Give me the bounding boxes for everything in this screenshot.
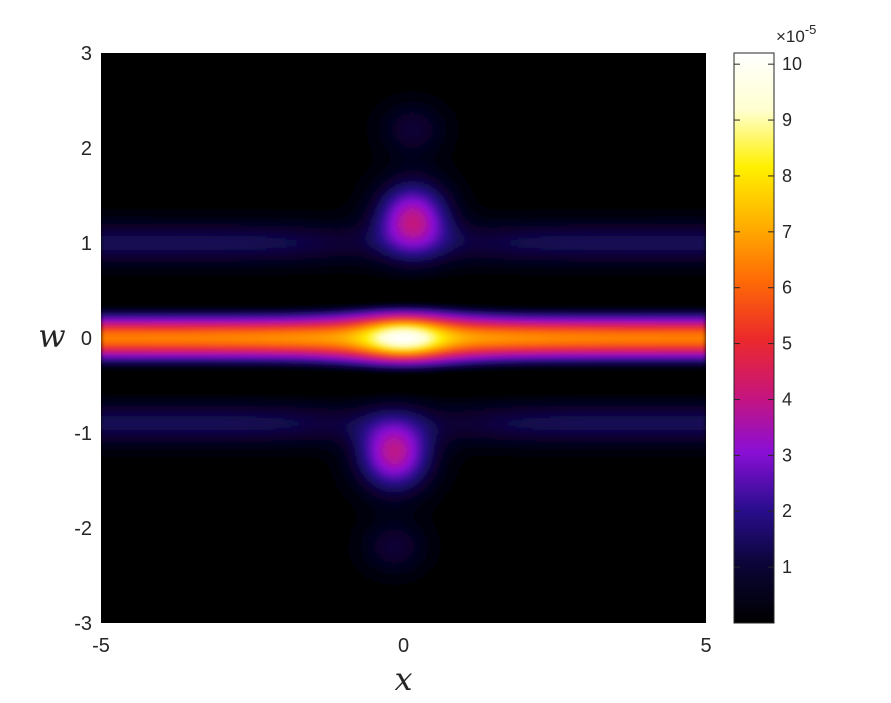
- y-tick-label: 0: [81, 328, 92, 350]
- colorbar-tick-label: 9: [782, 110, 792, 130]
- x-tick-label: -5: [92, 635, 110, 657]
- y-tick-label: -2: [74, 518, 92, 540]
- colorbar-scale-exponent: -5: [805, 22, 817, 37]
- x-axis: -5 0 5 x: [92, 635, 711, 698]
- colorbar-scale-base: ×10: [776, 27, 805, 46]
- x-axis-label: x: [394, 660, 412, 698]
- y-axis: 3 2 1 0 -1 -2 -3 w: [38, 43, 92, 635]
- colorbar-ticks: 1 2 3 4 5 6 7 8 9 10: [734, 54, 802, 577]
- y-tick-label: 2: [81, 138, 92, 160]
- y-tick-label: -1: [74, 423, 92, 445]
- colorbar-scale-factor: ×10-5: [776, 22, 816, 46]
- colorbar-tick-label: 3: [782, 445, 792, 465]
- colorbar-tick-label: 10: [782, 54, 802, 74]
- x-tick-label: 5: [700, 635, 711, 657]
- y-tick-label: 3: [81, 43, 92, 65]
- colorbar-tick-label: 4: [782, 389, 792, 409]
- y-axis-label: w: [38, 317, 65, 355]
- colorbar-tick-label: 5: [782, 334, 792, 354]
- heatmap-image: [101, 53, 706, 623]
- colorbar-frame: [733, 52, 775, 624]
- colorbar-tick-label: 7: [782, 222, 792, 242]
- colorbar-tick-label: 6: [782, 278, 792, 298]
- colorbar-tick-label: 8: [782, 166, 792, 186]
- x-tick-label: 0: [398, 635, 409, 657]
- colorbar-tick-label: 2: [782, 501, 792, 521]
- colorbar: 1 2 3 4 5 6 7 8 9 10 ×10-5: [733, 22, 816, 624]
- colorbar-tick-label: 1: [782, 557, 792, 577]
- colorbar-gradient: [734, 53, 774, 623]
- y-tick-label: 1: [81, 233, 92, 255]
- y-tick-label: -3: [74, 613, 92, 635]
- heatmap-raster: [101, 53, 706, 623]
- heatmap-plot-area: [101, 53, 706, 623]
